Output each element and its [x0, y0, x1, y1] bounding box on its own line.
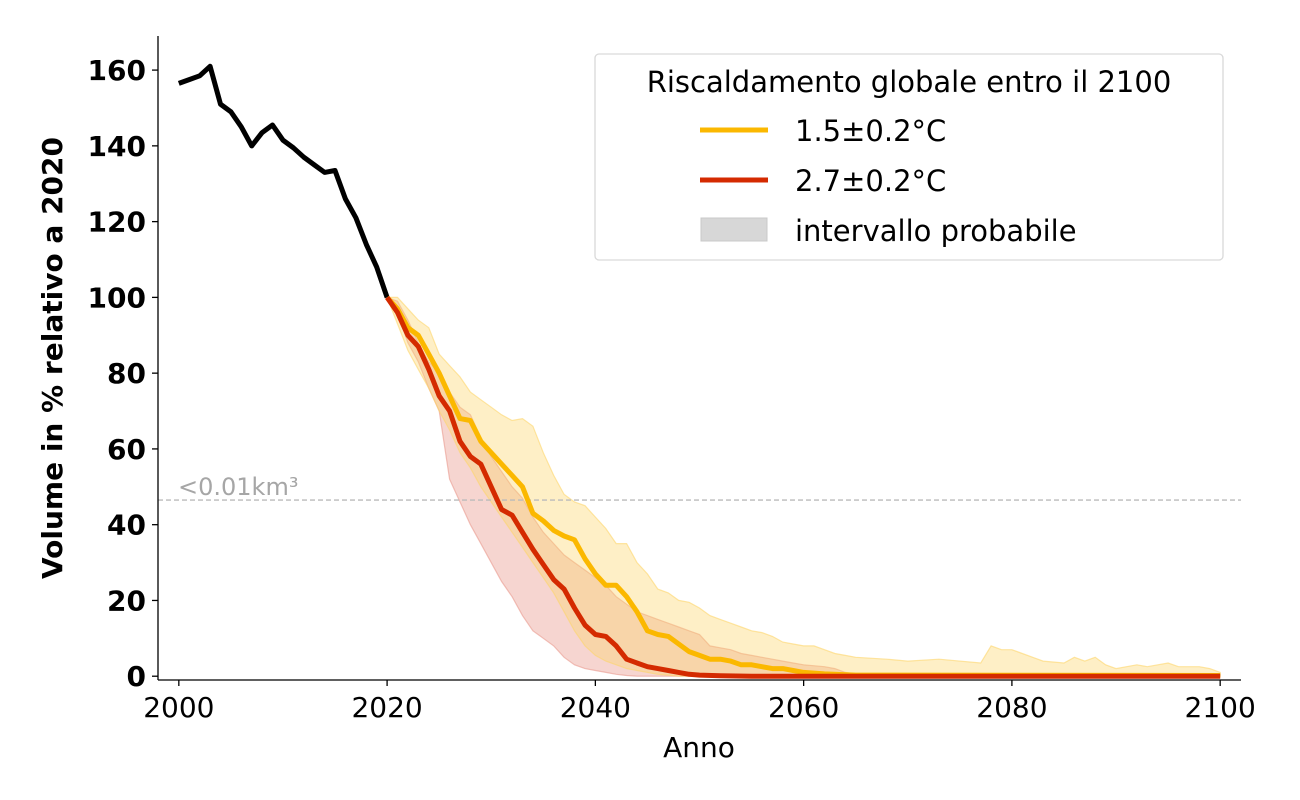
y-tick-label: 100: [88, 281, 146, 314]
series-lines: [177, 63, 1221, 679]
y-tick-label: 40: [107, 509, 146, 542]
legend-box: [594, 53, 1224, 261]
x-tick-label: 2000: [143, 691, 214, 724]
x-tick-label: 2060: [768, 691, 839, 724]
x-axis-label: Anno: [663, 731, 735, 764]
y-axis-label: Volume in % relativo a 2020: [36, 137, 69, 579]
y-tick-label: 140: [88, 130, 146, 163]
y-tick-label: 60: [107, 433, 146, 466]
historical-line: [177, 63, 390, 299]
likely-range-band-2-7c: [385, 296, 1221, 677]
legend-label-2-7c: 2.7±0.2°C: [795, 164, 946, 198]
y-tick-label: 0: [127, 660, 146, 693]
y-tick-label: 20: [107, 584, 146, 617]
likely-range-band-1-5c: [386, 296, 1221, 677]
y-tick-label: 160: [88, 54, 146, 87]
y-tick-label: 80: [107, 357, 146, 390]
legend-label-1-5c: 1.5±0.2°C: [795, 114, 946, 148]
legend-title: Riscaldamento globale entro il 2100: [647, 65, 1172, 99]
x-tick-label: 2040: [560, 691, 631, 724]
x-tick-label: 2020: [351, 691, 422, 724]
legend-label-range: intervallo probabile: [795, 214, 1077, 248]
x-tick-label: 2080: [976, 691, 1047, 724]
legend-swatch-range: [700, 217, 768, 242]
y-tick-label: 120: [88, 206, 146, 239]
legend: Riscaldamento globale entro il 2100 1.5±…: [594, 53, 1224, 261]
threshold-group: <0.01km³: [158, 473, 1241, 501]
median-line-2-7c: [385, 295, 1221, 679]
median-line-1-5c: [385, 295, 1221, 678]
threshold-label: <0.01km³: [178, 473, 298, 501]
x-tick-label: 2100: [1185, 691, 1256, 724]
uncertainty-bands: [385, 296, 1221, 677]
